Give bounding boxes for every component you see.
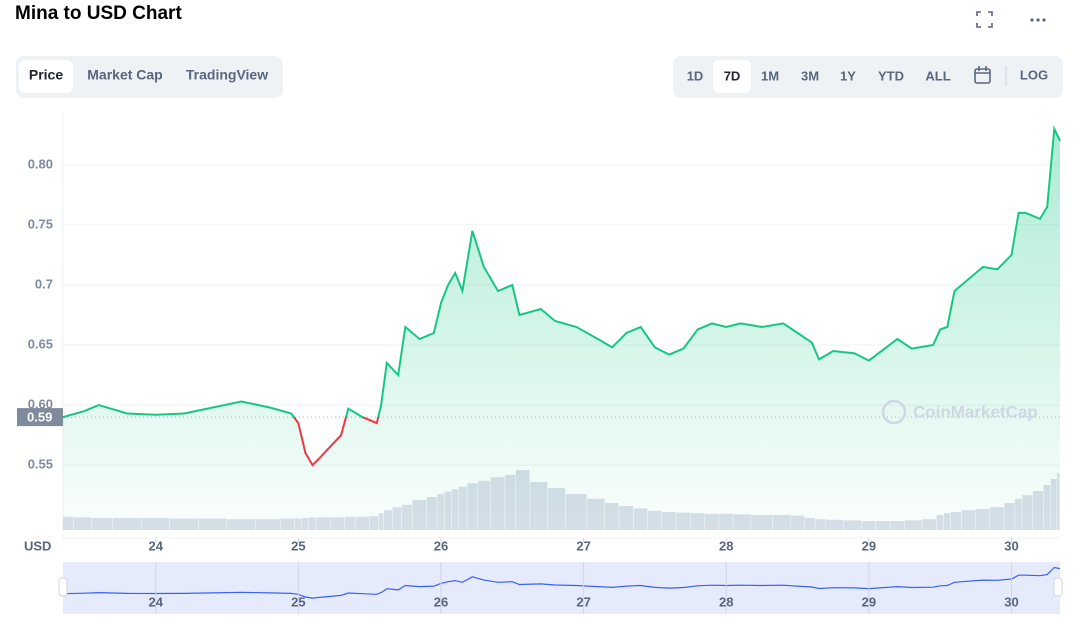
- navigator-tick-label: 30: [1004, 594, 1018, 609]
- y-tick-label: 0.55: [28, 457, 53, 472]
- current-price-box: [17, 408, 63, 427]
- log-toggle[interactable]: LOG: [1020, 67, 1048, 82]
- x-tick-label: 27: [576, 538, 590, 553]
- current-price-label: 0.59: [27, 410, 52, 425]
- navigator-tick-label: 26: [434, 594, 448, 609]
- x-tick-label: 26: [434, 538, 448, 553]
- more-icon[interactable]: [1030, 18, 1046, 22]
- price-line: [62, 125, 1061, 467]
- tab-group: [16, 56, 283, 98]
- y-tick-label: 0.65: [28, 336, 53, 351]
- range-option[interactable]: 3M: [801, 68, 819, 83]
- y-tick-label: 0.75: [28, 216, 53, 231]
- y-tick-label: 0.60: [28, 397, 53, 412]
- navigator-tick-label: 25: [291, 594, 305, 609]
- range-option[interactable]: YTD: [878, 68, 904, 83]
- navigator-tick-label: 28: [719, 594, 733, 609]
- range-group: [673, 56, 1063, 98]
- fullscreen-icon[interactable]: [976, 11, 993, 28]
- y-tick-label: 0.80: [28, 156, 53, 171]
- title: Mina to USD Chart: [15, 3, 182, 24]
- navigator-handle[interactable]: [58, 577, 68, 597]
- range-option[interactable]: ALL: [925, 68, 950, 83]
- navigator-handle[interactable]: [1053, 577, 1063, 597]
- range-option[interactable]: 1Y: [840, 68, 856, 83]
- navigator-tick-label: 29: [862, 594, 876, 609]
- navigator-bg: [63, 562, 1060, 614]
- y-axis-unit: USD: [24, 538, 51, 553]
- x-tick-label: 29: [862, 538, 876, 553]
- navigator-line: [62, 566, 1061, 599]
- range-option[interactable]: 1D: [687, 68, 704, 83]
- navigator-tick-label: 24: [148, 594, 163, 609]
- tab-selected-bg: [19, 60, 73, 93]
- calendar-icon[interactable]: [974, 66, 991, 84]
- x-tick-label: 25: [291, 538, 305, 553]
- navigator-tick-label: 27: [576, 594, 590, 609]
- range-selected-bg: [713, 60, 751, 93]
- x-tick-label: 28: [719, 538, 733, 553]
- watermark-logo: [881, 399, 907, 425]
- tab[interactable]: Market Cap: [87, 67, 162, 83]
- tab[interactable]: Price: [29, 67, 63, 83]
- x-tick-label: 24: [148, 538, 163, 553]
- price-area: [63, 128, 1060, 531]
- y-tick-label: 0.7: [35, 276, 53, 291]
- tab[interactable]: TradingView: [186, 67, 268, 83]
- range-option[interactable]: 7D: [724, 68, 741, 83]
- x-tick-label: 30: [1004, 538, 1018, 553]
- range-option[interactable]: 1M: [761, 68, 779, 83]
- watermark: CoinMarketCap: [913, 402, 1038, 421]
